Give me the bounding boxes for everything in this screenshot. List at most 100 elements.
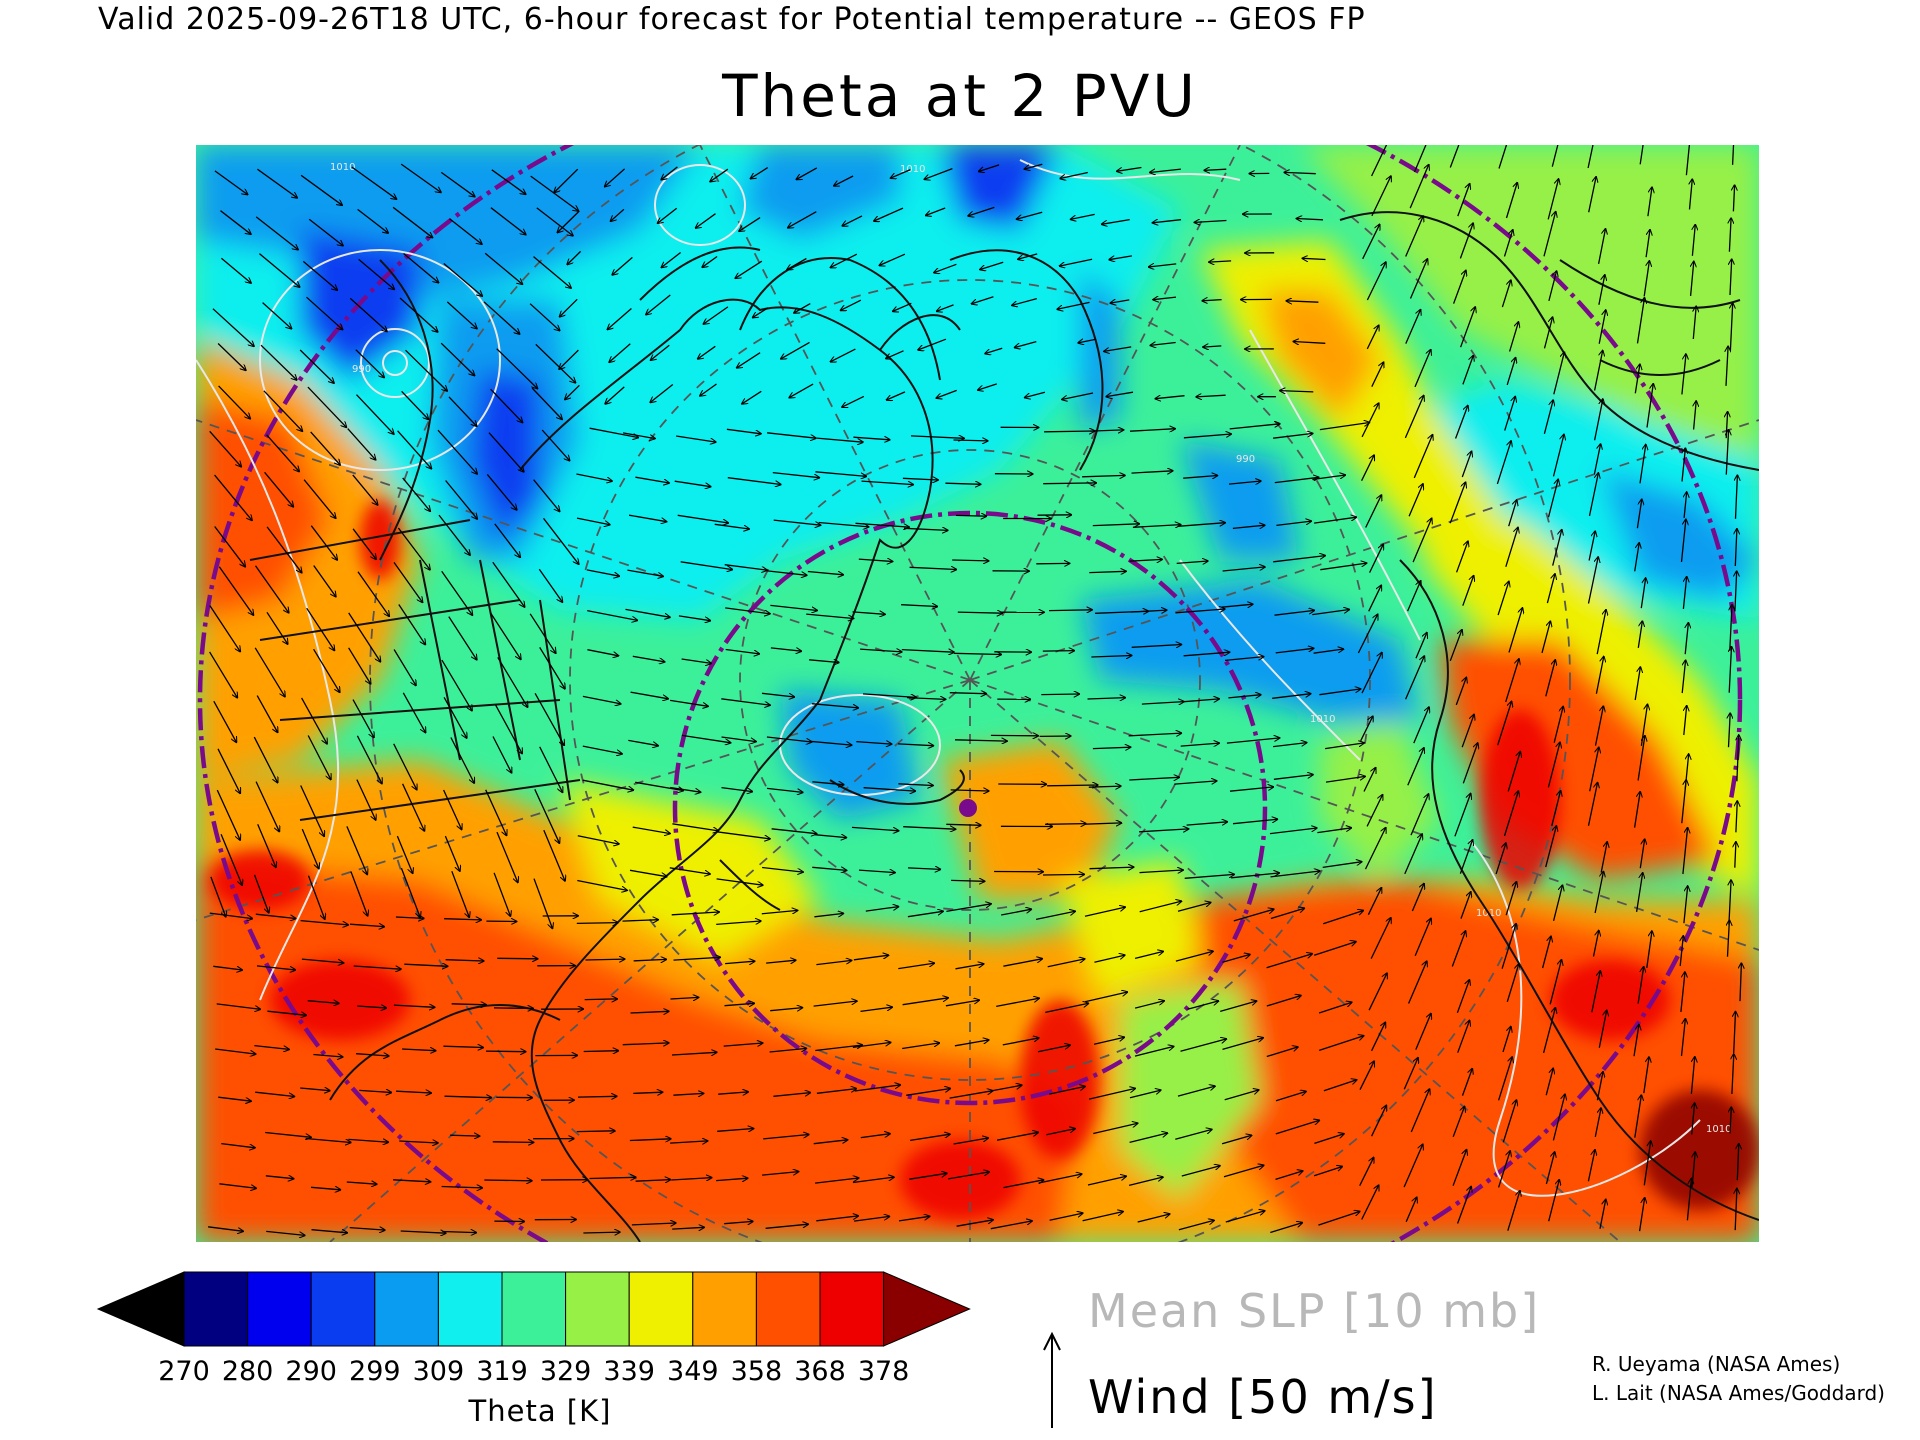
wind-arrow: [1371, 176, 1391, 217]
wind-arrow: [1174, 781, 1217, 785]
wind-arrow: [1183, 476, 1217, 479]
wind-arrow: [554, 168, 579, 192]
wind-arrow: [1736, 475, 1738, 519]
wind-arrow: [948, 1172, 989, 1180]
wind-arrow: [985, 347, 1003, 353]
wind-arrow: [1150, 343, 1176, 346]
wind-arrow: [763, 1135, 809, 1140]
wind-arrow: [903, 528, 948, 530]
wind-arrow: [255, 1091, 294, 1096]
wind-arrow: [669, 867, 710, 874]
wind-arrow: [1314, 517, 1356, 524]
wind-arrow: [1043, 483, 1096, 484]
wind-arrow: [633, 959, 667, 961]
wind-arrow: [1597, 229, 1606, 265]
wind-arrow: [1730, 259, 1732, 296]
wind-arrow: [1449, 145, 1460, 168]
isobar-label: 990: [1236, 454, 1255, 465]
colorbar-tick-label: 290: [285, 1356, 337, 1387]
wind-arrow: [1094, 955, 1125, 963]
wind-arrow: [955, 515, 987, 516]
wind-arrow: [1092, 747, 1131, 748]
wind-arrow: [815, 1045, 862, 1052]
wind-arrow: [1313, 1167, 1342, 1177]
wind-arrow: [355, 1054, 389, 1056]
wind-arrow: [347, 428, 376, 460]
wind-arrow: [950, 790, 989, 791]
wind-arrow: [1643, 1141, 1650, 1186]
wind-arrow: [1003, 1180, 1043, 1189]
wind-arrow: [1495, 843, 1506, 875]
slp-legend: Mean SLP [10 mb]: [1088, 1284, 1541, 1338]
wind-arrow: [209, 912, 253, 919]
wind-arrow: [781, 341, 810, 359]
wind-arrow: [1634, 543, 1640, 572]
wind-arrow: [909, 567, 957, 569]
wind-arrow: [1024, 163, 1043, 169]
wind-arrow: [1323, 1080, 1357, 1092]
wind-arrow: [1322, 862, 1362, 869]
wind-arrow: [212, 308, 254, 347]
wind-arrow: [1505, 527, 1518, 567]
wind-arrow: [1405, 1197, 1417, 1222]
wind-arrow: [1592, 930, 1599, 957]
wind-arrow: [492, 561, 525, 607]
wind-arrow: [898, 963, 934, 970]
wind-arrow: [576, 517, 610, 525]
wind-arrow: [725, 961, 755, 963]
wind-arrow: [358, 258, 395, 289]
wind-arrow: [1044, 431, 1095, 432]
wind-arrow: [670, 699, 708, 706]
wind-arrow: [670, 1141, 708, 1143]
wind-arrow: [1734, 1011, 1736, 1054]
wind-arrow: [1452, 1150, 1467, 1186]
wind-arrow: [658, 207, 678, 223]
wind-arrow: [710, 168, 729, 182]
wind-arrow: [1731, 145, 1735, 165]
wind-arrow: [1637, 621, 1642, 648]
wind-arrow: [1588, 531, 1595, 561]
wind-arrow: [1462, 576, 1474, 606]
wind-arrow: [445, 960, 484, 961]
wind-arrow: [1089, 430, 1124, 431]
wind-arrow: [1183, 434, 1232, 439]
wind-arrow: [313, 565, 336, 597]
wind-arrow: [996, 1132, 1038, 1141]
wind-arrow: [214, 526, 246, 567]
wind-arrow: [256, 695, 278, 733]
wind-arrow: [1545, 826, 1557, 868]
wind-arrow: [1507, 1191, 1520, 1231]
wind-arrow: [936, 389, 957, 398]
wind-arrow: [1506, 358, 1515, 386]
wind-arrow: [1547, 742, 1560, 788]
wind-arrow: [1600, 842, 1607, 873]
wind-arrow: [1596, 1072, 1603, 1101]
wind-arrow: [1045, 1003, 1088, 1014]
wind-arrow: [1594, 706, 1604, 746]
wind-arrow: [955, 964, 984, 970]
wind-arrow: [854, 1216, 890, 1222]
wind-arrow: [814, 835, 847, 838]
wind-arrow: [842, 395, 865, 407]
wind-arrow: [765, 569, 807, 576]
wind-arrow: [218, 385, 251, 419]
colorbar-swatch: [819, 1271, 885, 1347]
wind-arrow: [1729, 880, 1731, 925]
wind-arrow: [1403, 1058, 1418, 1090]
wind-arrow: [1594, 1108, 1601, 1138]
wind-arrow: [735, 260, 763, 278]
wind-arrow: [1276, 521, 1311, 527]
wind-arrow: [630, 1011, 670, 1013]
wind-arrow: [1497, 581, 1509, 616]
wind-arrow: [266, 526, 302, 573]
wind-arrow: [770, 1008, 802, 1011]
wind-arrow: [1129, 1133, 1168, 1144]
wind-arrow: [1736, 801, 1737, 833]
wind-arrow: [359, 1090, 391, 1092]
wind-arrow: [484, 1180, 532, 1181]
wind-arrow: [990, 1085, 1022, 1092]
wind-arrow: [874, 207, 904, 221]
colorbar-tick-label: 280: [221, 1356, 274, 1387]
wind-arrow: [1102, 218, 1130, 225]
wind-arrow: [310, 431, 341, 465]
